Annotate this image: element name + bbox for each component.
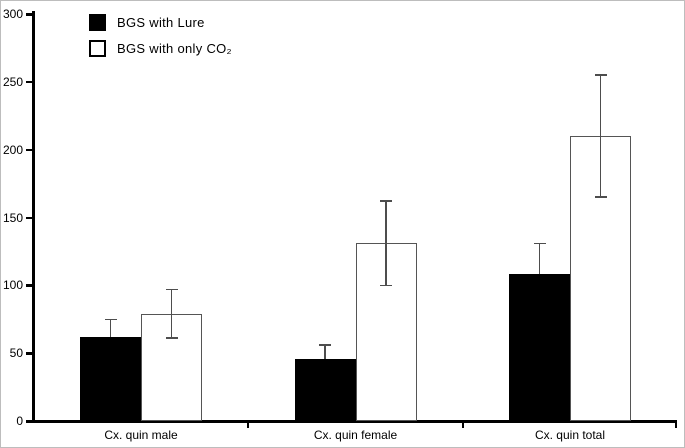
error-bar-line — [109, 319, 112, 337]
error-bar-line — [599, 75, 602, 198]
x-category-label: Cx. quin female — [313, 428, 398, 442]
error-bar-line — [385, 201, 387, 286]
error-bar-cap-top — [319, 344, 331, 346]
x-category-label: Cx. quin total — [534, 428, 606, 442]
legend-swatch-outline — [89, 40, 106, 57]
bar — [80, 336, 141, 421]
y-tick — [26, 352, 32, 355]
error-bar-cap-bottom — [594, 196, 607, 198]
x-axis-line — [32, 420, 677, 423]
error-bar-line — [538, 243, 541, 275]
error-bar-cap-top — [380, 200, 392, 203]
y-axis-line — [32, 11, 35, 423]
error-bar-cap-top — [594, 74, 607, 76]
error-bar-cap-top — [533, 242, 546, 245]
error-bar-cap-bottom — [380, 284, 392, 287]
y-tick — [26, 420, 32, 423]
y-tick — [26, 80, 32, 84]
chart-legend: BGS with Lure BGS with only CO₂ — [89, 14, 232, 57]
y-tick-label: 100 — [2, 278, 23, 293]
error-bar-cap-top — [165, 288, 178, 291]
y-tick — [26, 216, 32, 219]
x-tick — [675, 423, 677, 428]
y-tick-label: 150 — [2, 210, 23, 225]
error-bar-line — [324, 345, 326, 359]
error-bar-cap-top — [104, 318, 117, 321]
y-tick — [26, 284, 32, 287]
legend-swatch-filled — [89, 14, 106, 31]
bar — [509, 274, 570, 421]
error-bar-line — [170, 289, 173, 339]
legend-label: BGS with Lure — [117, 15, 205, 30]
x-tick — [247, 423, 249, 428]
error-bar-cap-bottom — [165, 337, 178, 340]
bar — [294, 358, 356, 421]
y-tick-label: 50 — [9, 346, 23, 361]
x-category-label: Cx. quin male — [104, 428, 178, 442]
legend-item: BGS with Lure — [89, 14, 232, 31]
legend-label: BGS with only CO₂ — [117, 41, 232, 56]
x-tick — [462, 423, 464, 428]
y-tick-label: 200 — [2, 142, 23, 157]
y-tick-label: 0 — [16, 414, 23, 428]
y-tick-label: 300 — [2, 7, 23, 21]
y-tick — [26, 148, 32, 152]
legend-item: BGS with only CO₂ — [89, 40, 232, 57]
y-tick — [26, 13, 32, 16]
y-tick-label: 250 — [2, 74, 23, 89]
